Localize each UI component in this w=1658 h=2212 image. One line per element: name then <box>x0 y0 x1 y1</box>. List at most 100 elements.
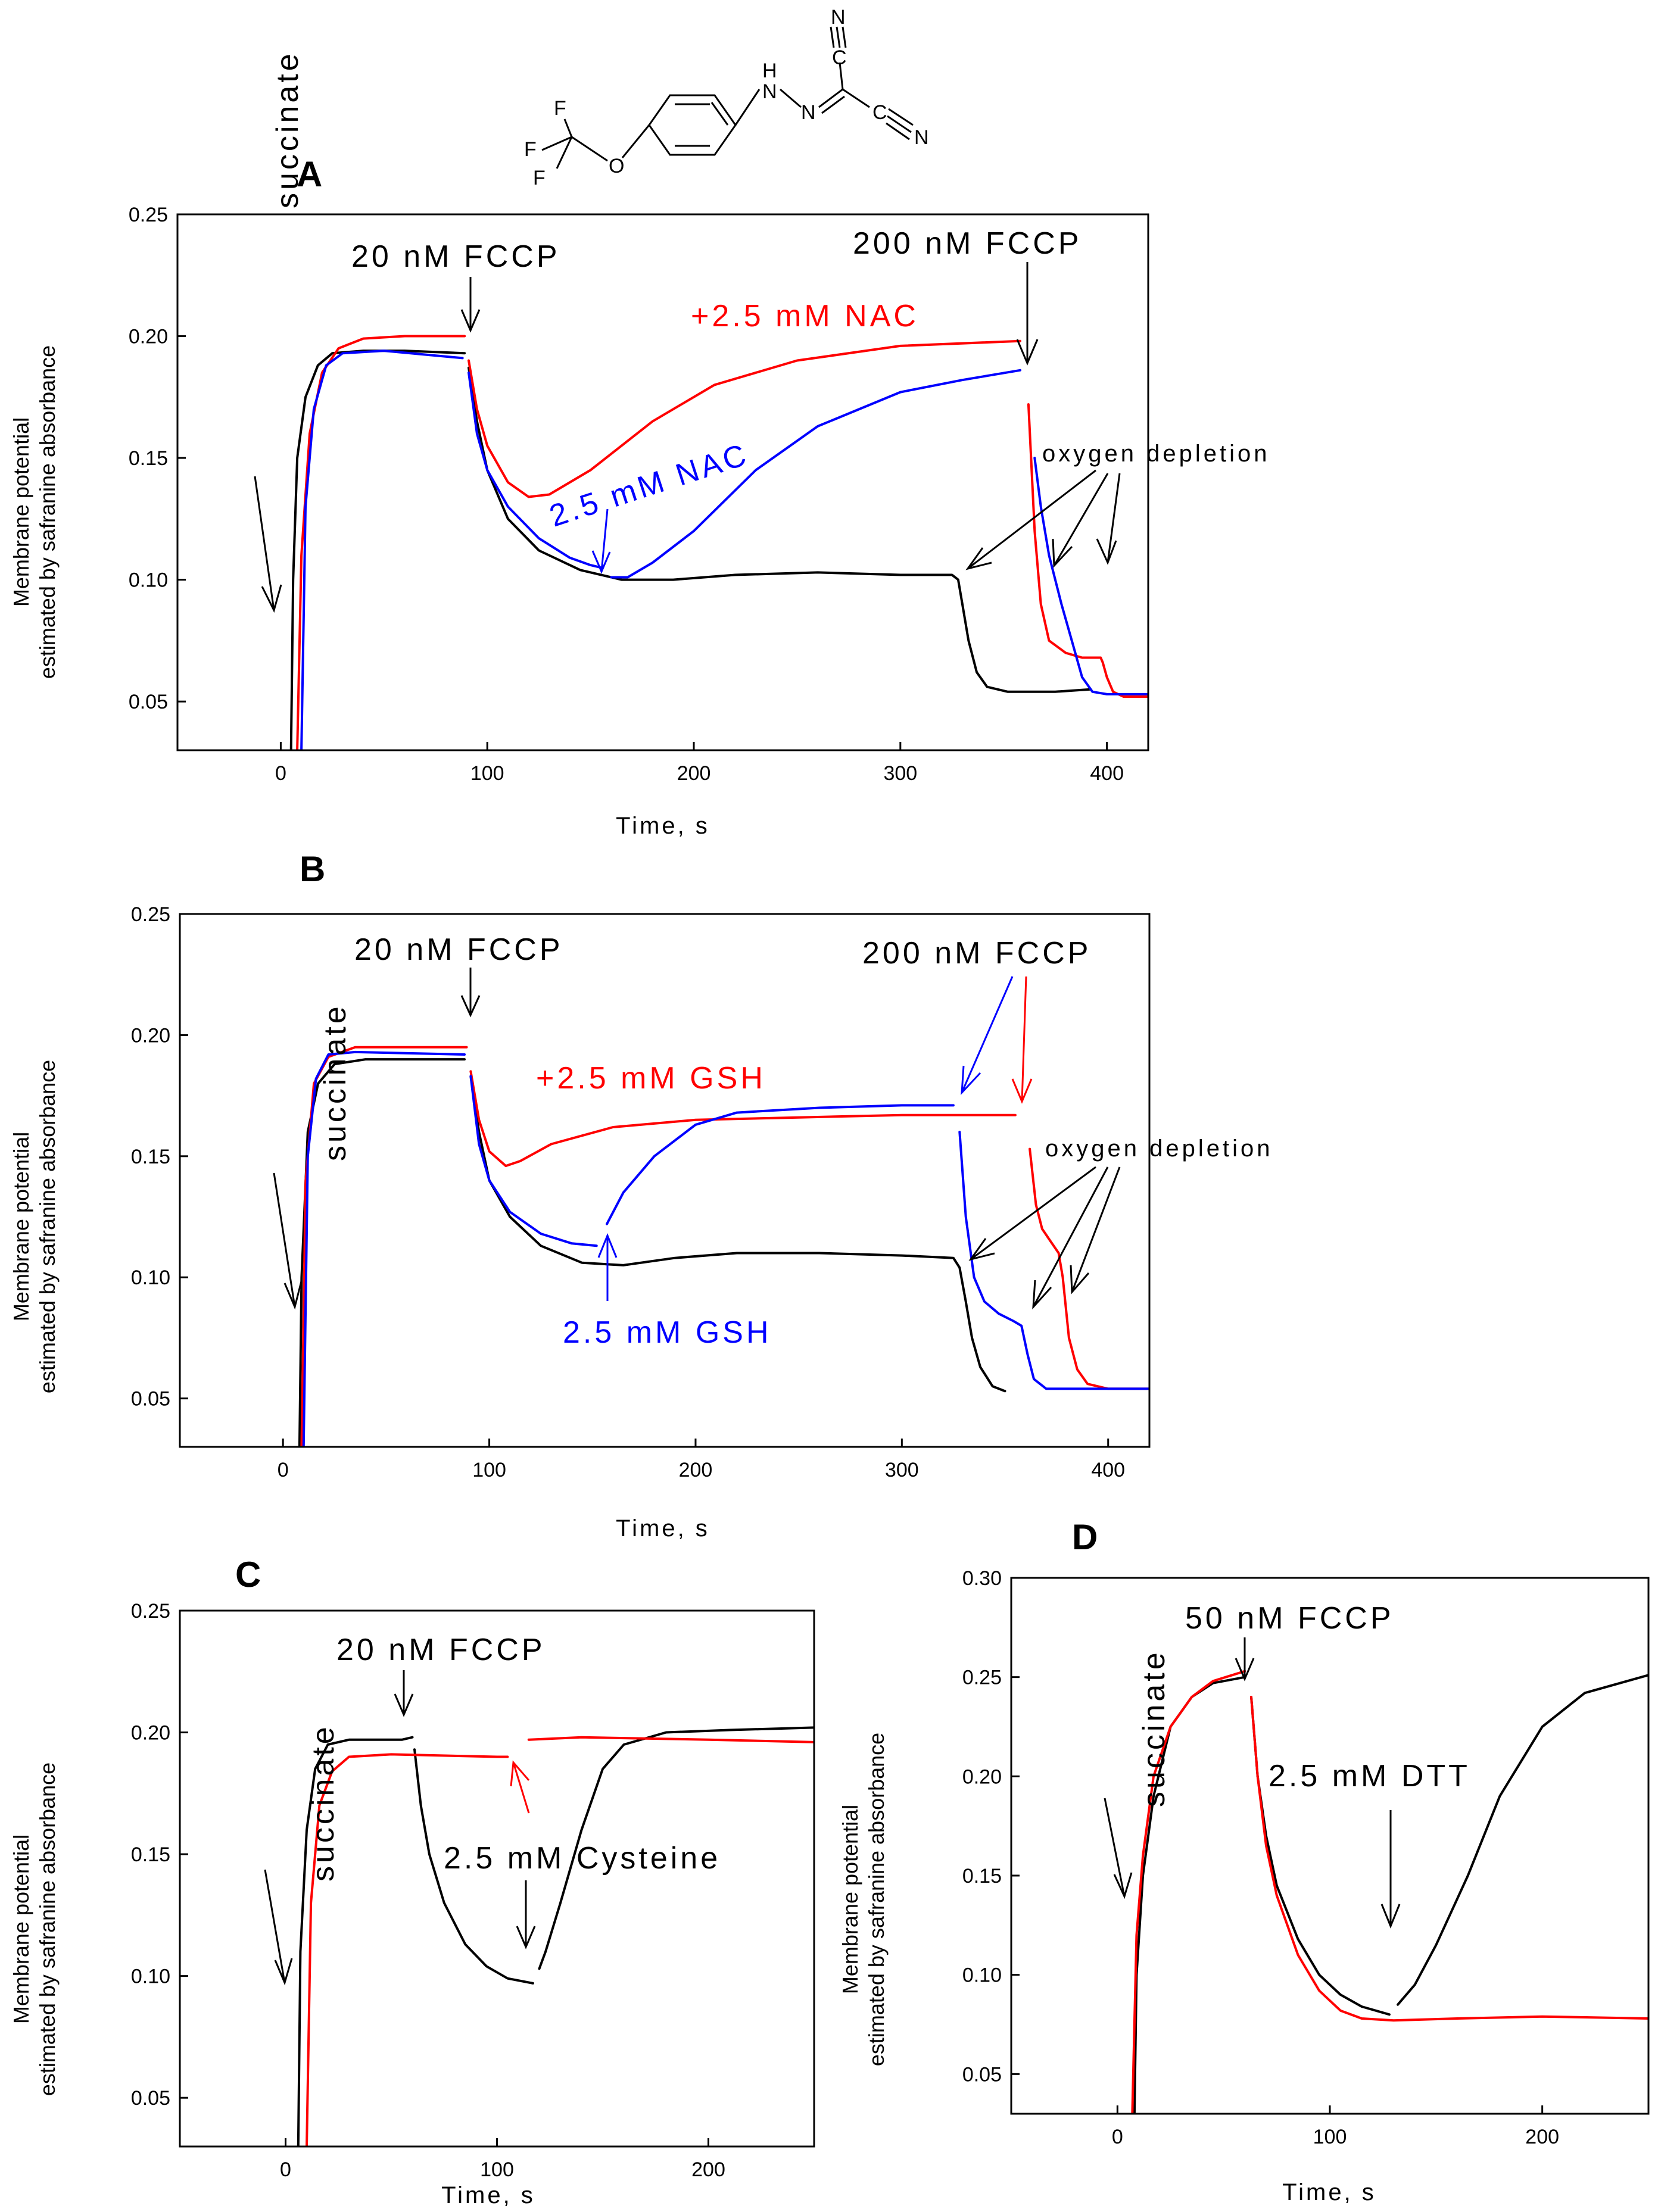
series-line-blue-seg3 <box>610 369 1021 579</box>
atom-o: O <box>609 155 624 177</box>
series-line-blue-seg1 <box>302 1050 466 1447</box>
y-tick-label: 0.25 <box>129 204 168 226</box>
panel-a-label: A <box>297 154 322 194</box>
series-line-black-seg3 <box>1397 1674 1648 2006</box>
panel-d-plot <box>1131 1670 1648 2114</box>
y-label-line1: Membrane potential <box>9 1132 33 1321</box>
annotation-gsh-blue: 2.5 mM GSH <box>563 1315 772 1350</box>
x-tick-label: 200 <box>691 2158 725 2181</box>
panel-a-plot <box>289 335 1148 750</box>
y-tick-label: 0.15 <box>962 1865 1002 1887</box>
panel-b-ticks: 0 100 200 300 400 0.05 0.10 0.15 0.20 0.25 <box>131 903 1125 1481</box>
series-line-black-seg3 <box>538 1726 814 1970</box>
y-tick-label: 0.20 <box>131 1722 170 1745</box>
annotation-50nm-fccp: 50 nM FCCP <box>1185 1601 1394 1636</box>
panel-d-label: D <box>1072 1517 1098 1557</box>
annotation-succinate: succinate <box>306 1724 341 1882</box>
panel-b-label: B <box>300 849 325 889</box>
annotation-20nm-fccp: 20 nM FCCP <box>336 1633 546 1667</box>
series-line-blue-seg2 <box>468 371 602 569</box>
atom-h: H <box>762 60 777 82</box>
panel-a-y-label: Membrane potential estimated by safranin… <box>9 345 60 679</box>
arrow-oxygen-2 <box>1052 473 1109 568</box>
annotation-oxygen: oxygen depletion <box>1045 1135 1273 1162</box>
y-tick-label: 0.30 <box>962 1567 1002 1590</box>
panel-c-arrows <box>264 1670 536 1986</box>
series-line-red-seg2 <box>469 1070 1017 1168</box>
series-line-black-seg1 <box>1133 1676 1246 2114</box>
annotation-nac-blue: 2.5 mM NAC <box>546 437 753 534</box>
y-tick-label: 0.20 <box>131 1024 170 1047</box>
y-tick-label: 0.25 <box>962 1667 1002 1689</box>
x-tick-label: 200 <box>677 762 711 785</box>
y-tick-label: 0.25 <box>131 1600 170 1623</box>
series-line-red-seg1 <box>1131 1670 1246 2114</box>
y-label-line1: Membrane potential <box>9 1835 33 2024</box>
fccp-atom-labels: F F F O H N N N C N C <box>524 6 929 189</box>
series-line-black-seg2 <box>469 1075 1006 1393</box>
annotation-dtt: 2.5 mM DTT <box>1269 1759 1470 1793</box>
panel-a-frame <box>176 213 1149 751</box>
series-line-red-seg2 <box>1250 1696 1648 2022</box>
panel-b-plot <box>298 1046 1149 1447</box>
y-tick-label: 0.15 <box>131 1843 170 1866</box>
series-line-red-seg3 <box>1029 1147 1149 1390</box>
panel-d-x-label: Time, s <box>1282 2179 1376 2205</box>
panel-d-frame <box>1010 1577 1650 2115</box>
panel-d-annotations: succinate 50 nM FCCP 2.5 mM DTT <box>1137 1601 1470 1807</box>
panel-b-arrows <box>273 968 1121 1310</box>
arrow-succinate <box>1104 1798 1133 1899</box>
series-line-red-seg1 <box>306 1753 509 2147</box>
y-tick-label: 0.25 <box>131 903 170 926</box>
arrow-oxygen-3 <box>1070 1166 1121 1294</box>
panel-b: B Membrane potential estimated by safran… <box>9 849 1273 1542</box>
y-label-line2: estimated by safranine absorbance <box>35 1060 60 1393</box>
x-tick-label: 300 <box>885 1459 919 1481</box>
x-tick-label: 200 <box>1525 2126 1559 2148</box>
x-tick-label: 0 <box>278 1459 289 1481</box>
x-tick-label: 400 <box>1090 762 1124 785</box>
panel-c-annotations: succinate 20 nM FCCP 2.5 mM Cysteine <box>306 1633 721 1882</box>
y-tick-label: 0.10 <box>129 569 168 592</box>
atom-nh: N <box>762 80 777 103</box>
x-tick-label: 0 <box>275 762 286 785</box>
annotation-oxygen: oxygen depletion <box>1042 441 1270 467</box>
arrow-oxygen-1 <box>968 1166 1096 1261</box>
annotation-20nm-fccp: 20 nM FCCP <box>354 932 563 967</box>
y-tick-label: 0.20 <box>129 326 168 348</box>
x-tick-label: 0 <box>1112 2126 1123 2148</box>
arrow-oxygen-3 <box>1096 473 1121 565</box>
y-tick-label: 0.10 <box>131 1965 170 1988</box>
annotation-gsh-red: +2.5 mM GSH <box>536 1061 766 1096</box>
y-tick-label: 0.05 <box>131 2087 170 2110</box>
arrow-fccp2 <box>1016 262 1039 366</box>
y-label-line2: estimated by safranine absorbance <box>864 1733 889 2066</box>
panel-c-y-label: Membrane potential estimated by safranin… <box>9 1762 60 2096</box>
atom-f3: F <box>533 167 546 189</box>
x-tick-label: 200 <box>679 1459 713 1481</box>
arrow-nac-blue <box>591 508 611 574</box>
panel-b-y-label: Membrane potential estimated by safranin… <box>9 1060 60 1393</box>
atom-c-right: C <box>872 101 887 124</box>
y-label-line1: Membrane potential <box>9 417 33 607</box>
panel-c-x-label: Time, s <box>441 2182 535 2208</box>
panel-a-arrows <box>254 262 1121 613</box>
x-tick-label: 0 <box>280 2158 291 2181</box>
panel-d-ticks: 0 100 200 0.05 0.10 0.15 0.20 0.25 0.30 <box>962 1567 1559 2148</box>
panel-c-ticks: 0 100 200 0.05 0.10 0.15 0.20 0.25 <box>131 1600 725 2181</box>
series-line-blue-seg2 <box>469 1075 598 1247</box>
arrow-fccp1 <box>460 968 481 1018</box>
series-line-black-seg1 <box>298 1058 466 1447</box>
arrow-dtt <box>1380 1810 1401 1929</box>
y-tick-label: 0.05 <box>962 2063 1002 2086</box>
arrow-cys-black <box>516 1880 536 1949</box>
arrow-fccp1 <box>1235 1637 1255 1681</box>
arrow-succinate <box>254 476 282 613</box>
y-label-line1: Membrane potential <box>838 1805 862 1994</box>
annotation-200nm-fccp: 200 nM FCCP <box>862 936 1091 971</box>
annotation-cysteine: 2.5 mM Cysteine <box>444 1841 721 1876</box>
panel-c-frame <box>179 1609 815 2148</box>
atom-n-top: N <box>831 6 846 29</box>
arrow-cys-red <box>510 1760 530 1814</box>
